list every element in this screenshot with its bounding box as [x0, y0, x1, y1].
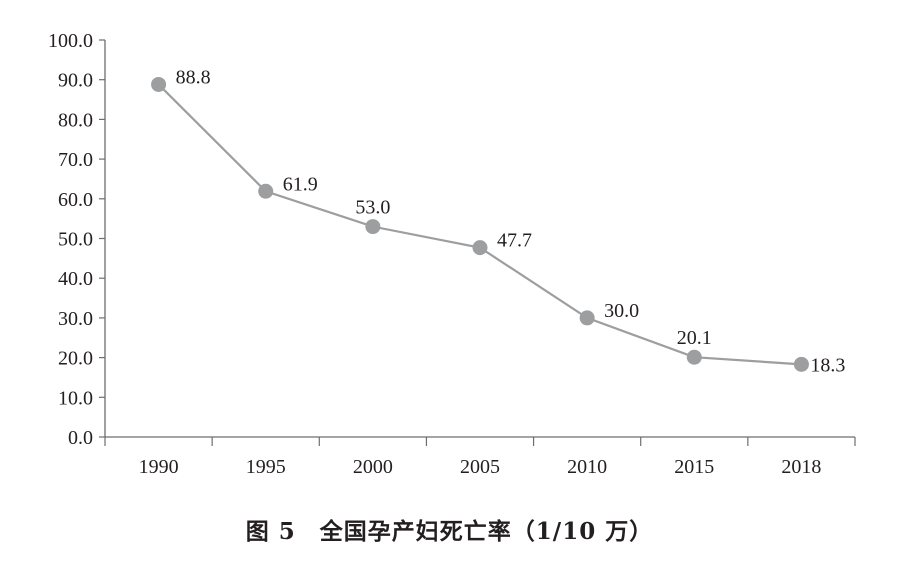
x-tick-label: 1995: [246, 456, 286, 478]
x-tick-label: 2018: [781, 456, 821, 478]
x-tick-label: 1990: [139, 456, 179, 478]
series-line: [157, 83, 802, 366]
x-tick-label: 2015: [674, 456, 714, 478]
data-label: 88.8: [176, 66, 211, 88]
figure-caption: 图 5 全国孕产妇死亡率（1/10 万）: [0, 512, 899, 546]
data-point: [365, 219, 381, 235]
y-tick-label: 40.0: [58, 268, 93, 290]
data-label: 18.3: [810, 354, 845, 376]
y-tick-label: 50.0: [58, 229, 93, 251]
x-tick-label: 2010: [567, 456, 607, 478]
figure-number: 图 5: [245, 518, 296, 545]
data-label: 30.0: [604, 300, 639, 322]
x-tick-label: 2000: [353, 456, 393, 478]
data-point: [579, 310, 595, 326]
data-label: 53.0: [355, 197, 390, 219]
x-tick-label: 2005: [460, 456, 500, 478]
data-point: [151, 76, 167, 92]
y-tick-label: 60.0: [58, 189, 93, 211]
y-tick-label: 100.0: [48, 30, 93, 52]
y-tick-label: 20.0: [58, 348, 93, 370]
y-tick-label: 30.0: [58, 308, 93, 330]
line-chart: 0.0 10.0 20.0 30.0 40.0 50.0 60.0 70.0 80.0 90.0 1…: [48, 30, 856, 478]
data-label: 47.7: [497, 230, 532, 252]
data-point: [258, 183, 274, 199]
data-point: [793, 356, 809, 372]
y-tick-label: 0.0: [68, 427, 93, 449]
y-tick-label: 90.0: [58, 70, 93, 92]
data-label: 20.1: [677, 327, 712, 349]
y-tick-label: 10.0: [58, 387, 93, 409]
data-label: 61.9: [283, 173, 318, 195]
figure-title: 全国孕产妇死亡率（1/10 万）: [319, 518, 654, 545]
data-point: [686, 349, 702, 365]
data-point: [472, 240, 488, 256]
y-tick-label: 80.0: [58, 109, 93, 131]
y-tick-label: 70.0: [58, 149, 93, 171]
